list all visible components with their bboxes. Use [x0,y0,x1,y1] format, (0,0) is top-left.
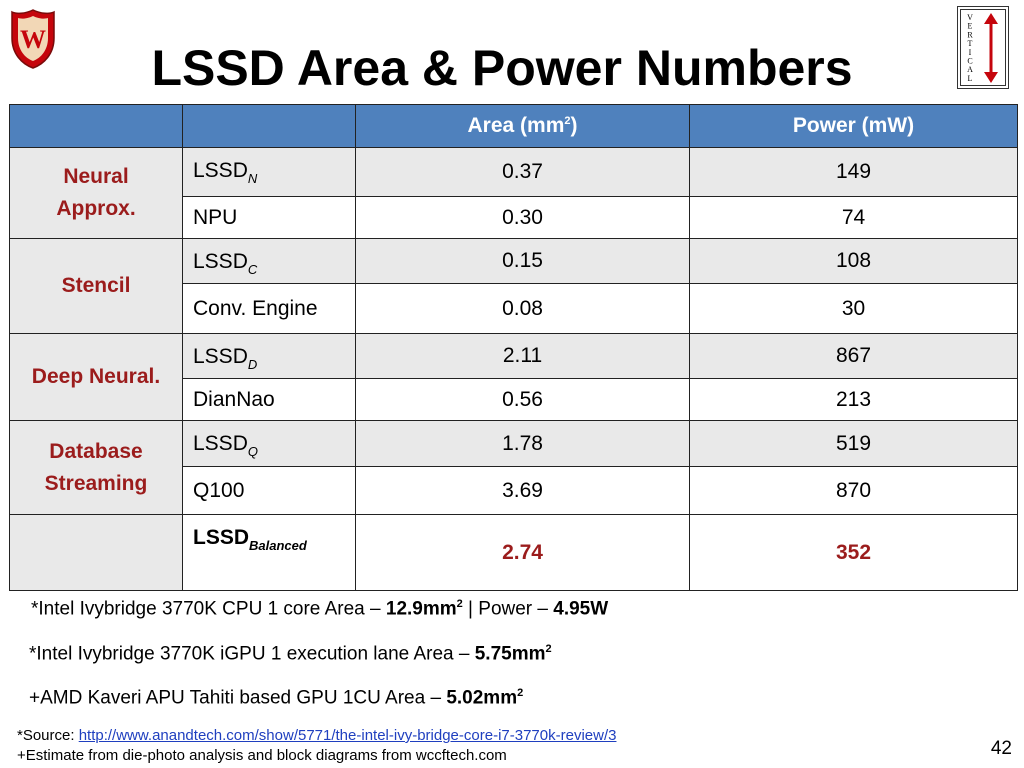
table-row: Deep Neural. LSSDD 2.11 867 [9,333,1018,421]
area-value: 0.30 [355,196,690,239]
vertical-logo-letter: E [968,22,973,31]
table-header-row: Area (mm2) Power (mW) [9,104,1018,148]
group-label: Deep Neural. [9,333,183,421]
area-value: 2.11 [355,333,690,379]
area-value: 0.37 [355,147,690,197]
group-label: Stencil [9,238,183,334]
group-label: Database Streaming [9,420,183,515]
source-line: *Source: http://www.anandtech.com/show/5… [17,727,617,744]
table-row: Q100 3.69 870 [10,466,1018,515]
estimate-line: +Estimate from die-photo analysis and bl… [17,747,507,764]
table-row: DianNao 0.56 213 [10,378,1018,421]
power-value: 519 [689,420,1018,467]
vertical-logo-letter: V [967,13,973,22]
power-value: 149 [689,147,1018,197]
design-name: LSSDBalanced [182,514,356,591]
design-name: LSSDQ [182,420,356,467]
design-name: LSSDC [182,238,356,284]
svg-text:W: W [20,25,46,54]
design-name: NPU [182,196,356,239]
header-name-cell [182,104,356,148]
power-value: 870 [689,466,1018,515]
design-name: DianNao [182,378,356,421]
slide-title: LSSD Area & Power Numbers [151,40,853,96]
source-link[interactable]: http://www.anandtech.com/show/5771/the-i… [78,727,617,744]
vertical-logo-letter: R [967,30,973,39]
design-name: Q100 [182,466,356,515]
vertical-logo-letter: T [968,39,973,48]
group-label-empty [9,514,183,591]
power-value: 213 [689,378,1018,421]
vertical-logo-letter: C [967,57,972,66]
table-row: Database Streaming LSSDQ 1.78 519 [9,420,1018,515]
vertical-logo-letter: A [967,65,973,74]
area-value: 2.74 [355,514,690,591]
university-crest-logo: W [11,9,55,69]
table-row: Stencil LSSDC 0.15 108 [9,238,1018,334]
area-value: 0.08 [355,283,690,334]
area-power-table: Area (mm2) Power (mW) Neural Approx. LSSD… [9,104,1018,591]
note-amd: +AMD Kaveri APU Tahiti based GPU 1CU Are… [29,687,524,709]
power-value: 867 [689,333,1018,379]
group-label: Neural Approx. [9,147,183,239]
area-value: 0.15 [355,238,690,284]
vertical-logo-letter: L [968,74,973,83]
table-row-balanced: LSSDBalanced 2.74 352 [9,514,1018,591]
area-value: 3.69 [355,466,690,515]
header-area: Area (mm2) [355,104,690,148]
page-number: 42 [990,738,1012,759]
note-cpu: *Intel Ivybridge 3770K CPU 1 core Area –… [31,598,609,620]
table-row: NPU 0.30 74 [10,196,1018,239]
table-row: Neural Approx. LSSDN 0.37 149 [9,147,1018,239]
power-value: 352 [689,514,1018,591]
header-power: Power (mW) [689,104,1018,148]
vertical-logo-letter: I [969,48,972,57]
design-name: Conv. Engine [182,283,356,334]
note-igpu: *Intel Ivybridge 3770K iGPU 1 execution … [29,643,552,665]
design-name: LSSDN [182,147,356,197]
header-group-cell [9,104,183,148]
area-value: 0.56 [355,378,690,421]
power-value: 30 [689,283,1018,334]
power-value: 74 [689,196,1018,239]
design-name: LSSDD [182,333,356,379]
power-value: 108 [689,238,1018,284]
table-row: Conv. Engine 0.08 30 [10,283,1018,334]
area-value: 1.78 [355,420,690,467]
